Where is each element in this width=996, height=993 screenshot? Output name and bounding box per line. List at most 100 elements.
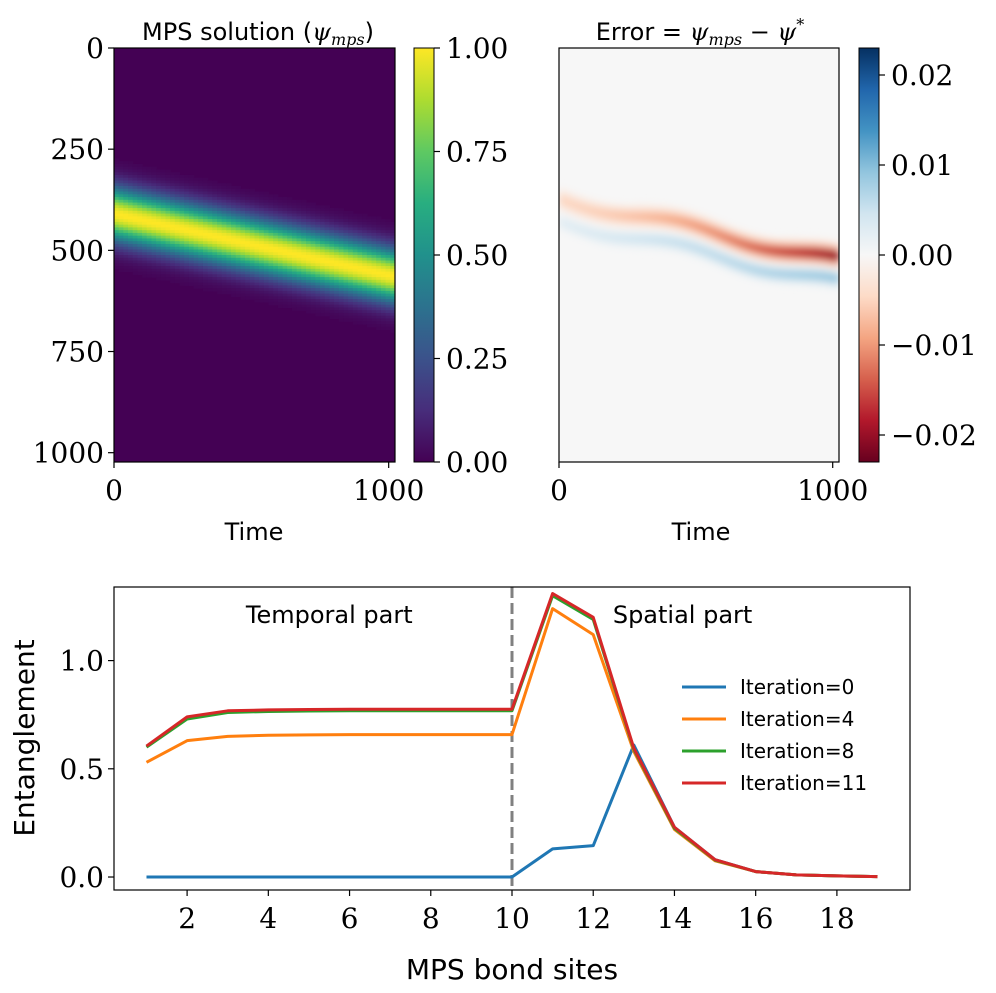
x-tick-label: 4	[259, 902, 277, 935]
heatmap-cell	[380, 279, 387, 284]
error-cell	[624, 225, 630, 228]
heatmap-cell	[282, 213, 288, 217]
heatmap-cell	[310, 224, 316, 228]
heatmap-cell	[268, 246, 274, 251]
heatmap-cell	[156, 183, 162, 187]
heatmap-cell	[156, 277, 162, 281]
heatmap-cell	[217, 194, 223, 198]
error-cell	[829, 276, 835, 280]
heatmap-cell	[188, 188, 195, 193]
heatmap-cell	[296, 304, 302, 309]
error-cell	[709, 228, 715, 232]
heatmap-cell	[315, 307, 321, 311]
heatmap-cell	[231, 274, 237, 278]
heatmap-cell	[380, 310, 387, 314]
error-cell	[619, 239, 625, 242]
heatmap-cell	[146, 260, 153, 264]
heatmap-cell	[296, 301, 302, 306]
heatmap-cell	[160, 268, 167, 273]
heatmap-cell	[287, 277, 293, 281]
error-cell	[764, 240, 770, 244]
heatmap-cell	[151, 216, 157, 220]
heatmap-cell	[142, 208, 148, 212]
legend-label: Iteration=4	[740, 707, 854, 731]
heatmap-cell	[315, 266, 321, 270]
heatmap-cell	[296, 216, 302, 220]
heatmap-cell	[179, 241, 185, 245]
error-cell	[724, 228, 730, 232]
heatmap-cell	[380, 277, 387, 281]
heatmap-cell	[348, 271, 354, 275]
error-cell	[744, 237, 750, 241]
error-cell	[804, 245, 810, 249]
heatmap-cell	[137, 172, 143, 176]
error-cell	[729, 264, 735, 268]
error-cell	[609, 215, 615, 219]
heatmap-cell	[198, 213, 204, 217]
heatmap-cell	[338, 260, 345, 264]
heatmap-cell	[170, 213, 176, 217]
error-cell	[724, 246, 730, 250]
error-cell	[569, 194, 575, 198]
heatmap-cell	[376, 241, 382, 245]
heatmap-cell	[320, 230, 326, 234]
error-cell	[809, 245, 815, 249]
error-cell	[599, 232, 605, 235]
heatmap-cell	[142, 188, 148, 193]
heatmap-cell	[160, 194, 167, 198]
heatmap-cell	[338, 266, 345, 270]
heatmap-cell	[352, 271, 359, 275]
heatmap-cell	[366, 230, 373, 234]
heatmap-cell	[385, 318, 391, 322]
heatmap-cell	[207, 277, 213, 281]
error-cell	[684, 249, 690, 253]
error-cell	[674, 217, 680, 220]
error-cell	[774, 242, 780, 245]
heatmap-cell	[123, 199, 129, 204]
error-cell	[569, 208, 575, 212]
heatmap-cell	[254, 299, 260, 303]
heatmap-cell	[193, 230, 199, 234]
error-cell	[754, 244, 760, 248]
error-cell	[619, 224, 625, 228]
error-cell	[559, 219, 565, 222]
error-cell	[664, 213, 670, 217]
error-cell	[684, 247, 690, 251]
error-cell	[729, 238, 735, 242]
heatmap-cell	[329, 312, 335, 317]
heatmap-cell	[170, 249, 176, 253]
heatmap-cell	[301, 296, 307, 300]
heatmap-cell	[231, 221, 237, 226]
heatmap-cell	[132, 199, 139, 204]
error-cell	[694, 234, 700, 238]
heatmap-cell	[310, 274, 316, 278]
error-cell	[799, 259, 805, 263]
heatmap-cell	[362, 266, 368, 270]
error-cell	[769, 259, 775, 263]
error-cell	[624, 241, 630, 245]
heatmap-cell	[174, 213, 181, 217]
heatmap-cell	[118, 255, 124, 259]
heatmap-cell	[380, 274, 387, 278]
heatmap-cell	[151, 257, 157, 262]
heatmap-cell	[390, 257, 395, 262]
heatmap-cell	[184, 277, 190, 281]
heatmap-cell	[221, 227, 227, 231]
heatmap-cell	[184, 177, 190, 182]
heatmap-cell	[207, 208, 213, 212]
error-cell	[809, 266, 815, 269]
error-cell	[624, 215, 630, 218]
heatmap-cell	[249, 210, 256, 215]
heatmap-cell	[343, 274, 349, 278]
heatmap-cell	[371, 255, 377, 259]
heatmap-cell	[151, 208, 157, 212]
error-cell	[784, 271, 790, 274]
heatmap-cell	[137, 188, 143, 193]
error-cell	[604, 231, 610, 234]
error-cell	[684, 245, 690, 249]
heatmap-cell	[170, 227, 176, 231]
heatmap-cell	[287, 219, 293, 223]
error-cell	[634, 207, 640, 211]
heatmap-cell	[235, 290, 242, 295]
heatmap-cell	[301, 271, 307, 275]
